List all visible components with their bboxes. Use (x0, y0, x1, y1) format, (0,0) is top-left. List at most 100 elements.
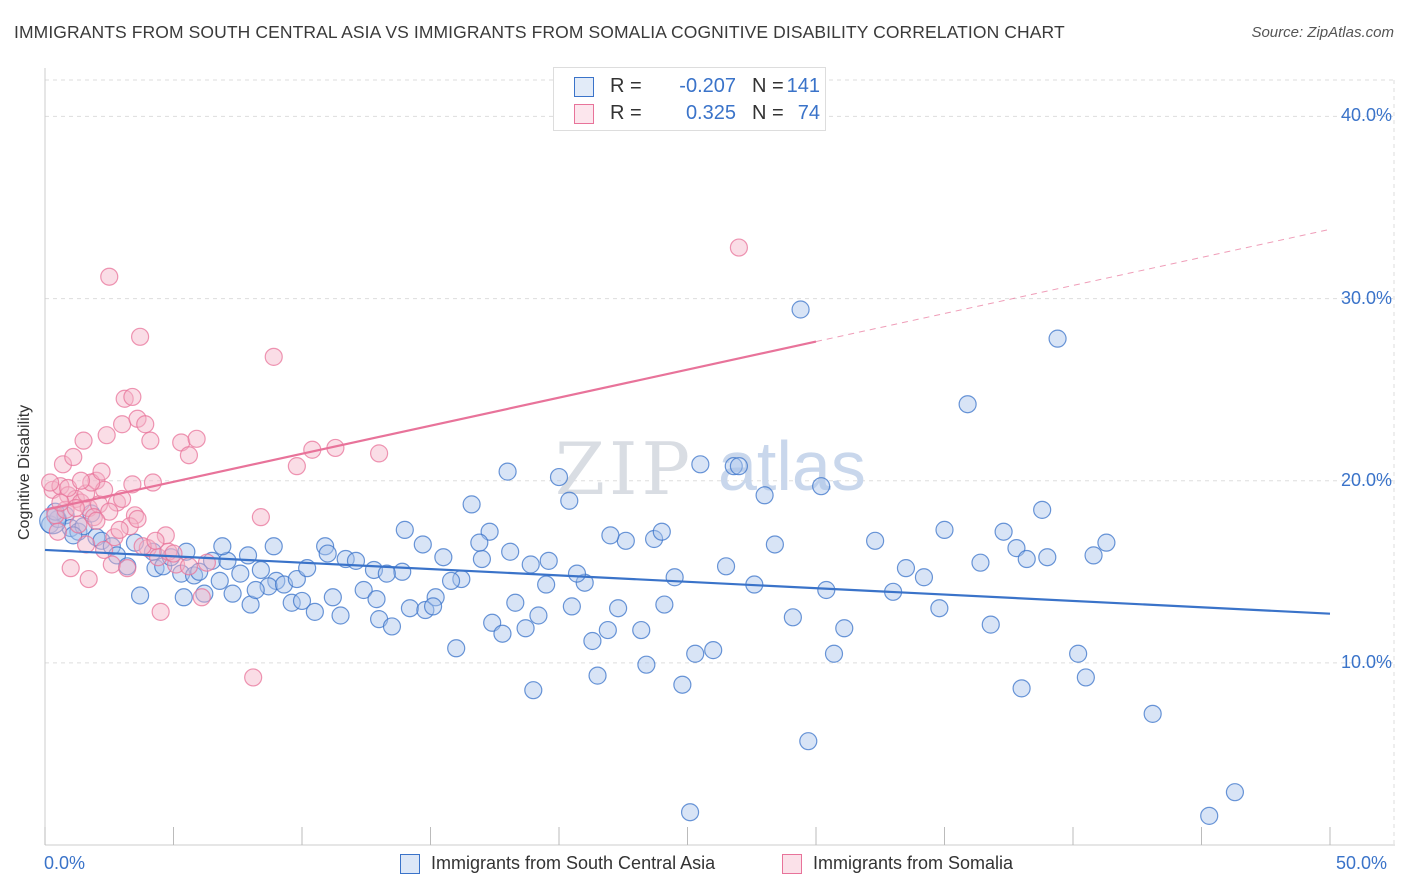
data-point (598, 620, 617, 640)
legend-label-somalia: Immigrants from Somalia (813, 853, 1014, 873)
data-point (835, 619, 854, 638)
data-point (498, 462, 517, 481)
y-tick-label: 10.0% (1340, 651, 1392, 672)
data-point (287, 457, 306, 476)
data-point (136, 415, 155, 434)
data-point (729, 457, 749, 476)
data-point (824, 644, 844, 663)
y-tick-label: 20.0% (1340, 469, 1392, 490)
source-label: Source: ZipAtlas.com (1251, 24, 1394, 41)
data-point (616, 531, 635, 550)
data-point (1225, 783, 1245, 802)
data-point (393, 562, 412, 581)
data-point (323, 588, 342, 607)
data-point (799, 732, 818, 751)
data-point (251, 508, 270, 527)
data-point (100, 267, 119, 286)
data-point (686, 644, 705, 663)
x-tick-label-min: 0.0% (44, 853, 86, 873)
data-point (64, 526, 83, 545)
data-point (1097, 533, 1116, 552)
axes (44, 68, 1395, 846)
data-point (77, 535, 96, 554)
data-point (583, 631, 602, 651)
data-point (118, 559, 137, 578)
chart-title: IMMIGRANTS FROM SOUTH CENTRAL ASIA VS IM… (14, 22, 1065, 42)
data-point (164, 544, 183, 563)
legend-swatch-pink (782, 854, 802, 874)
data-point (223, 584, 242, 603)
data-point (539, 551, 558, 570)
data-point (102, 555, 121, 574)
data-point (958, 395, 977, 414)
series-south-central-asia (39, 300, 1245, 825)
data-point (74, 431, 93, 450)
swatch-pink (574, 104, 594, 124)
data-point (382, 617, 402, 636)
data-point (493, 624, 512, 643)
data-point (292, 591, 312, 611)
data-point (601, 526, 620, 545)
data-point (244, 668, 263, 687)
data-point (609, 599, 628, 618)
data-point (413, 535, 432, 554)
data-point (1048, 329, 1067, 348)
n-label: N = (752, 102, 784, 124)
data-point (71, 471, 91, 490)
n-value: 74 (797, 102, 820, 124)
data-point (560, 491, 579, 510)
data-point (264, 347, 283, 366)
data-point (110, 520, 129, 539)
data-point (41, 473, 60, 492)
data-point (434, 548, 453, 567)
data-point (251, 560, 270, 580)
data-point (246, 580, 265, 600)
data-point (562, 597, 581, 616)
data-point (213, 537, 232, 556)
data-point (516, 619, 535, 638)
data-point (716, 557, 736, 576)
data-point (305, 602, 324, 621)
data-point (231, 564, 250, 583)
data-point (729, 238, 749, 257)
data-point (1012, 679, 1031, 698)
data-point (367, 590, 386, 609)
data-point (655, 595, 674, 614)
data-point (866, 531, 885, 550)
data-point (529, 606, 548, 625)
data-point (549, 467, 569, 487)
stats-legend: R = -0.207 N = 141 R = 0.325 N = 74 (553, 67, 826, 131)
data-point (1033, 500, 1052, 519)
data-point (791, 300, 810, 319)
data-point (472, 549, 491, 569)
data-point (346, 551, 366, 570)
series-legend: Immigrants from South Central Asia Immig… (0, 853, 1406, 877)
data-point (1038, 548, 1057, 567)
data-point (395, 520, 414, 539)
data-point (69, 515, 88, 534)
r-value: -0.207 (679, 75, 736, 97)
data-point (331, 606, 350, 625)
data-point (691, 455, 710, 474)
n-value: 141 (786, 75, 820, 97)
data-point (95, 540, 114, 560)
trend-line (44, 548, 1331, 615)
data-point (632, 620, 651, 640)
data-point (812, 477, 831, 496)
legend-swatch-blue (400, 854, 420, 874)
data-point (1143, 704, 1162, 723)
data-point (994, 522, 1013, 541)
data-point (53, 455, 73, 474)
data-point (190, 562, 209, 581)
data-point (264, 537, 283, 556)
data-point (537, 575, 556, 594)
data-point (765, 535, 784, 554)
data-point (588, 666, 607, 685)
data-point (174, 588, 193, 607)
data-point (1084, 546, 1103, 565)
data-point (783, 608, 802, 627)
y-axis-label: Cognitive Disability (16, 404, 33, 540)
data-point (755, 486, 774, 505)
data-point (1069, 644, 1088, 663)
y-tick-label: 30.0% (1340, 287, 1392, 308)
